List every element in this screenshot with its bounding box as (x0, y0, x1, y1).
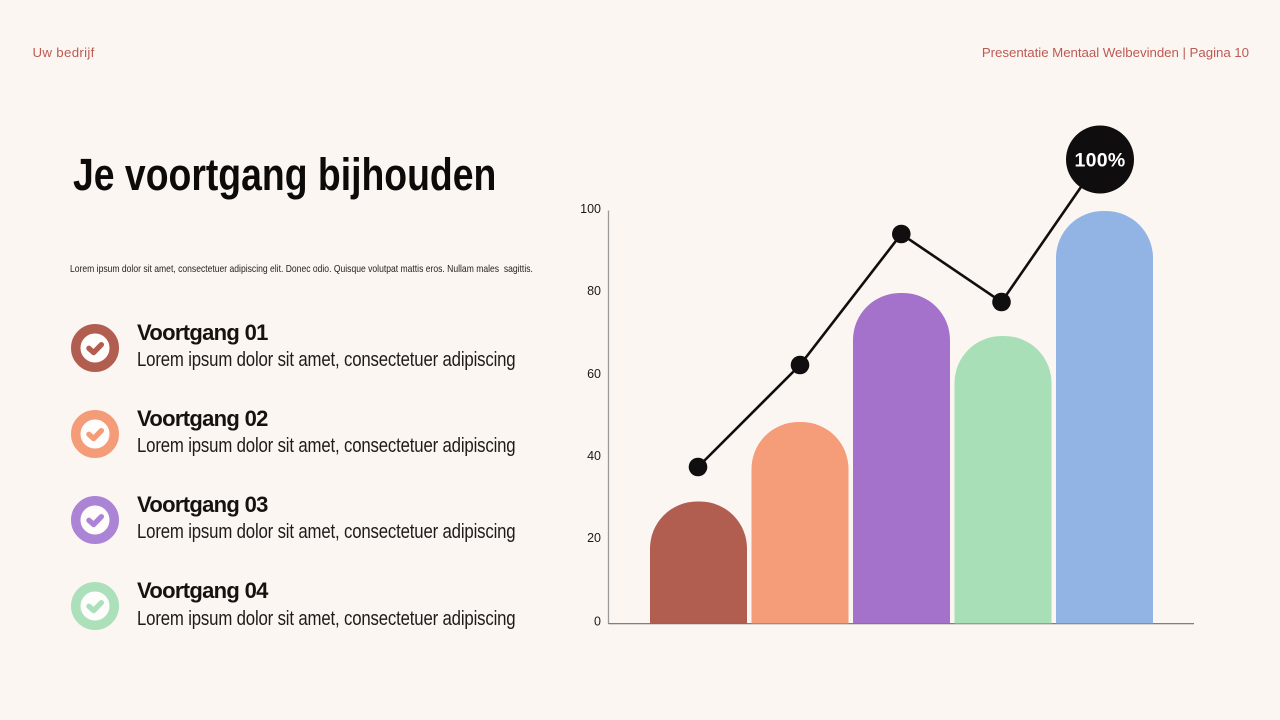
svg-text:60: 60 (587, 367, 601, 381)
svg-text:0: 0 (594, 615, 601, 629)
svg-text:100%: 100% (1074, 150, 1125, 172)
svg-text:100: 100 (580, 202, 601, 216)
svg-text:20: 20 (587, 531, 601, 545)
svg-text:80: 80 (587, 284, 601, 298)
svg-text:40: 40 (587, 449, 601, 463)
